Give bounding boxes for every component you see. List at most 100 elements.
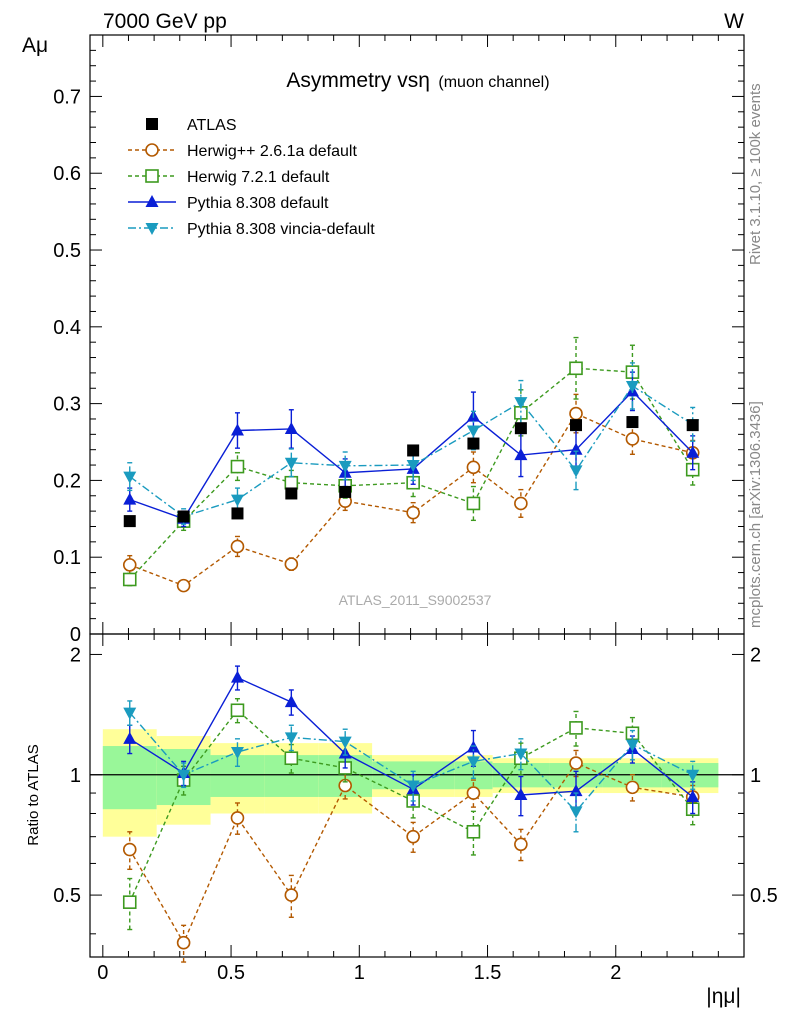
- marker: [145, 223, 159, 235]
- marker: [285, 487, 298, 500]
- y-tick-label: 0.5: [53, 240, 81, 262]
- main-title-text: Asymmetry vsη: [286, 69, 430, 92]
- marker: [686, 445, 700, 458]
- marker: [284, 888, 299, 902]
- marker: [123, 515, 136, 528]
- marker: [406, 780, 420, 793]
- marker: [514, 496, 528, 511]
- ratio-y-tick-label: 1: [70, 765, 81, 787]
- header-collision: 7000 GeV pp: [103, 10, 227, 33]
- marker: [514, 422, 527, 435]
- ratio-ticks: [90, 634, 744, 957]
- marker: [406, 829, 420, 844]
- marker: [406, 505, 420, 520]
- series-1: [122, 393, 700, 593]
- marker: [177, 769, 191, 782]
- marker: [514, 748, 528, 761]
- header-process: W: [724, 10, 744, 33]
- marker: [145, 195, 159, 207]
- ratio-y-tick-label-right: 1: [750, 765, 761, 787]
- marker: [338, 460, 352, 473]
- y-tick-label: 0.3: [53, 394, 81, 416]
- legend-label: Herwig 7.2.1 default: [187, 169, 330, 186]
- ratio-series-line: [129, 709, 694, 903]
- marker: [407, 444, 420, 457]
- marker: [466, 756, 480, 769]
- ratio-plot: 0.5 0.5 1 1 2 2 0 0.5 1 1.5 2: [53, 633, 778, 984]
- marker: [284, 695, 298, 708]
- legend-entry: Herwig++ 2.6.1a default: [128, 143, 357, 160]
- marker: [230, 703, 245, 718]
- series-4: [123, 362, 700, 525]
- y-tick-label: 0: [70, 624, 81, 646]
- marker: [284, 557, 299, 571]
- marker: [176, 578, 191, 593]
- legend-label: Pythia 8.308 default: [187, 195, 329, 212]
- marker: [122, 572, 137, 587]
- legend-label: ATLAS: [187, 117, 237, 134]
- marker: [123, 731, 137, 744]
- marker: [123, 492, 137, 505]
- marker: [569, 442, 583, 455]
- ratio-ylabel: Ratio to ATLAS: [25, 744, 42, 845]
- marker: [569, 784, 583, 797]
- mcplots-label: mcplots.cern.ch [arXiv:1306.3436]: [747, 401, 764, 628]
- legend-entry: ATLAS: [146, 117, 237, 134]
- marker: [569, 806, 583, 819]
- marker: [123, 471, 137, 484]
- legend-entry: Pythia 8.308 vincia-default: [128, 221, 375, 238]
- watermark: ATLAS_2011_S9002537: [339, 592, 492, 608]
- marker: [230, 670, 244, 683]
- marker: [514, 837, 528, 852]
- marker: [122, 558, 137, 572]
- x-tick-label: 1: [354, 962, 365, 984]
- legend-label: Pythia 8.308 vincia-default: [187, 221, 375, 238]
- marker: [284, 457, 298, 470]
- marker: [230, 811, 245, 825]
- marker: [625, 380, 639, 393]
- marker: [625, 739, 639, 752]
- marker: [466, 460, 481, 475]
- marker: [230, 423, 244, 436]
- marker: [230, 539, 245, 554]
- marker: [686, 419, 699, 432]
- marker: [230, 494, 244, 507]
- marker: [569, 465, 583, 478]
- y-tick-label: 0.2: [53, 470, 81, 492]
- marker: [122, 895, 137, 909]
- marker: [466, 824, 481, 839]
- marker: [466, 786, 481, 800]
- ratio-y-tick-label-right: 0.5: [750, 885, 778, 907]
- marker: [176, 935, 191, 950]
- legend-label: Herwig++ 2.6.1a default: [187, 143, 357, 160]
- y-tick-label: 0.7: [53, 86, 81, 108]
- marker: [626, 416, 639, 429]
- marker: [145, 169, 159, 183]
- marker: [230, 459, 245, 474]
- marker: [570, 419, 583, 432]
- x-tick-label: 0: [97, 962, 108, 984]
- ratio-y-tick-label-right: 2: [750, 644, 761, 666]
- main-title-subtitle: (muon channel): [438, 74, 549, 91]
- y-tick-label: 0.6: [53, 163, 81, 185]
- marker: [284, 732, 298, 745]
- marker: [466, 496, 481, 511]
- rivet-label: Rivet 3.1.10, ≥ 100k events: [747, 83, 764, 265]
- marker: [569, 721, 583, 735]
- ratio-series-3: [123, 700, 700, 833]
- x-tick-label: 2: [610, 962, 621, 984]
- x-tick-label: 1.5: [474, 962, 502, 984]
- marker: [569, 406, 583, 421]
- ratio-y-tick-label: 2: [70, 644, 81, 666]
- marker: [686, 769, 700, 782]
- marker: [230, 747, 244, 760]
- marker: [625, 780, 640, 795]
- ratio-series-line: [129, 762, 693, 945]
- main-ticks: [90, 34, 744, 635]
- series-line: [129, 412, 693, 587]
- marker: [569, 756, 583, 770]
- marker: [514, 397, 528, 410]
- marker: [284, 751, 299, 766]
- legend-entry: Herwig 7.2.1 default: [128, 169, 330, 186]
